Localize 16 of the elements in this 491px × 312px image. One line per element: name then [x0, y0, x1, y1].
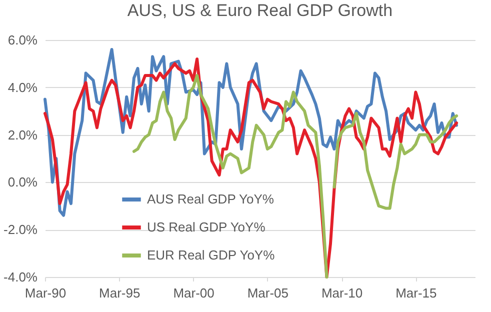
x-tick-label: Mar-05: [247, 286, 289, 300]
legend-label: US Real GDP YoY%: [147, 220, 266, 234]
x-tick-label: Mar-90: [24, 286, 66, 300]
x-tick-label: Mar-15: [396, 286, 437, 300]
y-tick-label: -4.0%: [4, 270, 38, 284]
y-tick-label: 6.0%: [8, 32, 38, 48]
x-tick-label: Mar-00: [173, 286, 214, 300]
y-tick-label: -2.0%: [4, 222, 38, 238]
y-tick-label: 2.0%: [8, 127, 38, 142]
y-tick-label: 0.0%: [8, 174, 38, 190]
chart-title: AUS, US & Euro Real GDP Growth: [127, 1, 393, 20]
x-tick-label: Mar-10: [321, 286, 363, 300]
legend-label: EUR Real GDP YoY%: [147, 248, 276, 262]
legend-label: AUS Real GDP YoY%: [147, 192, 274, 206]
y-tick-label: 4.0%: [8, 80, 38, 95]
x-tick-label: Mar-95: [99, 286, 140, 300]
